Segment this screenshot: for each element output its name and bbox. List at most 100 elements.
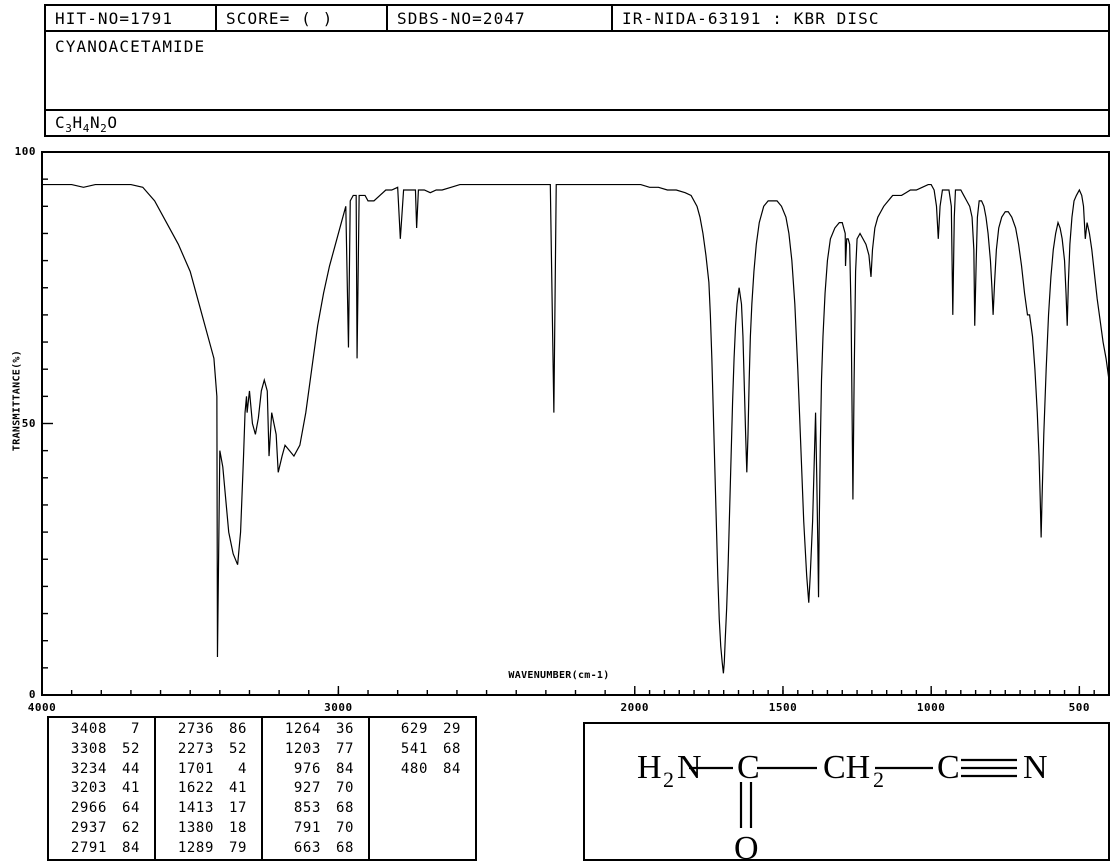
peak-row: 791 70 bbox=[263, 819, 368, 839]
atom-label-oxygen: O bbox=[734, 830, 759, 859]
peak-wavenumber: 480 bbox=[400, 760, 428, 777]
peak-row: 3408 7 bbox=[49, 720, 154, 740]
sdbs-number-cell: SDBS-NO=2047 bbox=[388, 6, 613, 30]
peak-row: 2937 62 bbox=[49, 819, 154, 839]
peak-intensity: 41 bbox=[121, 780, 140, 797]
ir-spectrum-chart: 100 50 0 4000 3000 2000 1500 1000 500 TRANSMI… bbox=[0, 140, 1118, 714]
peak-wavenumber: 2791 bbox=[70, 839, 107, 856]
xtick-label-500: 500 bbox=[1068, 701, 1091, 714]
axis-ticks bbox=[41, 151, 1110, 696]
peak-wavenumber: 1622 bbox=[177, 780, 214, 797]
peak-intensity: 52 bbox=[121, 740, 140, 757]
peak-intensity: 70 bbox=[335, 780, 354, 797]
peak-wavenumber: 1264 bbox=[284, 721, 321, 737]
compound-name: CYANOACETAMIDE bbox=[46, 32, 1108, 111]
peak-intensity: 68 bbox=[442, 740, 461, 757]
peak-wavenumber: 1413 bbox=[177, 800, 214, 817]
peak-intensity: 68 bbox=[335, 839, 354, 856]
peak-intensity: 84 bbox=[335, 760, 354, 777]
record-header: HIT-NO=1791 SCORE= ( ) SDBS-NO=2047 IR-N… bbox=[44, 4, 1110, 137]
peak-intensity: 86 bbox=[228, 721, 247, 737]
peak-row: 629 29 bbox=[370, 720, 475, 740]
peak-wavenumber: 791 bbox=[293, 819, 321, 836]
peak-wavenumber: 976 bbox=[293, 760, 321, 777]
atom-label-methylene-subscript: 2 bbox=[873, 767, 884, 792]
peak-row: 3203 41 bbox=[49, 779, 154, 799]
peak-wavenumber: 1701 bbox=[177, 760, 214, 777]
ytick-label-0: 0 bbox=[28, 688, 36, 701]
peak-intensity: 36 bbox=[335, 721, 354, 737]
peak-intensity: 18 bbox=[228, 819, 247, 836]
hit-number-cell: HIT-NO=1791 bbox=[46, 6, 217, 30]
peak-row: 3234 44 bbox=[49, 760, 154, 780]
atom-label-methylene: CH bbox=[823, 749, 870, 786]
peak-column-2: 2736 86 2273 52 1701 4 1622 41 1413 17 1380 18 1289 7… bbox=[156, 718, 263, 859]
peak-row: 2273 52 bbox=[156, 740, 261, 760]
peak-wavenumber: 1380 bbox=[177, 819, 214, 836]
header-id-row: HIT-NO=1791 SCORE= ( ) SDBS-NO=2047 IR-N… bbox=[46, 6, 1108, 32]
xtick-label-4000: 4000 bbox=[27, 701, 57, 714]
peak-intensity: 29 bbox=[442, 721, 461, 737]
peak-intensity: 4 bbox=[237, 760, 247, 777]
atom-label-amine-nitrogen: N bbox=[677, 749, 702, 786]
molecular-formula: C3H4N2O bbox=[46, 111, 1108, 137]
atom-label-amine: H bbox=[637, 749, 662, 786]
x-axis-label: WAVENUMBER(cm-1) bbox=[508, 670, 610, 681]
peak-wavenumber: 927 bbox=[293, 780, 321, 797]
peak-row: 541 68 bbox=[370, 740, 475, 760]
peak-row: 1380 18 bbox=[156, 819, 261, 839]
peak-intensity: 84 bbox=[121, 839, 140, 856]
peak-row: 976 84 bbox=[263, 760, 368, 780]
xtick-label-2000: 2000 bbox=[620, 701, 650, 714]
peak-wavenumber: 3308 bbox=[70, 740, 107, 757]
peak-intensity: 64 bbox=[121, 800, 140, 817]
xtick-label-1000: 1000 bbox=[916, 701, 946, 714]
spectrum-trace bbox=[42, 183, 1110, 674]
peak-intensity: 68 bbox=[335, 800, 354, 817]
peak-row: 1701 4 bbox=[156, 760, 261, 780]
peak-wavenumber: 853 bbox=[293, 800, 321, 817]
atom-label-nitrile-nitrogen: N bbox=[1023, 749, 1048, 786]
peak-intensity: 84 bbox=[442, 760, 461, 777]
ytick-label-50: 50 bbox=[21, 416, 36, 430]
peak-wavenumber: 3203 bbox=[70, 780, 107, 797]
peak-wavenumber: 629 bbox=[400, 721, 428, 737]
peak-intensity: 41 bbox=[228, 780, 247, 797]
peak-wavenumber: 541 bbox=[400, 740, 428, 757]
peak-row: 927 70 bbox=[263, 779, 368, 799]
peak-intensity: 77 bbox=[335, 740, 354, 757]
peak-wavenumber: 663 bbox=[293, 839, 321, 856]
peak-intensity: 52 bbox=[228, 740, 247, 757]
ytick-label-100: 100 bbox=[14, 145, 36, 158]
spectrum-plot bbox=[41, 151, 1110, 696]
peak-row: 663 68 bbox=[263, 839, 368, 859]
peak-wavenumber: 2966 bbox=[70, 800, 107, 817]
atom-label-carbonyl-carbon: C bbox=[737, 749, 760, 786]
peak-row: 1622 41 bbox=[156, 779, 261, 799]
peak-row: 1203 77 bbox=[263, 740, 368, 760]
peak-column-1: 3408 7 3308 52 3234 44 3203 41 2966 64 2937 62 2791 8… bbox=[49, 718, 156, 859]
peak-wavenumber: 3234 bbox=[70, 760, 107, 777]
atom-label-nitrile-carbon: C bbox=[937, 749, 960, 786]
peak-row: 2791 84 bbox=[49, 839, 154, 859]
peak-list-table: 3408 7 3308 52 3234 44 3203 41 2966 64 2937 62 2791 8… bbox=[47, 716, 477, 861]
peak-row: 1289 79 bbox=[156, 839, 261, 859]
peak-row: 3308 52 bbox=[49, 740, 154, 760]
atom-label-amine-subscript: 2 bbox=[663, 767, 674, 792]
peak-wavenumber: 2273 bbox=[177, 740, 214, 757]
peak-intensity: 44 bbox=[121, 760, 140, 777]
peak-intensity: 7 bbox=[130, 721, 140, 737]
peak-row: 1413 17 bbox=[156, 799, 261, 819]
xtick-label-1500: 1500 bbox=[768, 701, 798, 714]
peak-intensity: 79 bbox=[228, 839, 247, 856]
peak-wavenumber: 2736 bbox=[177, 721, 214, 737]
peak-row: 2736 86 bbox=[156, 720, 261, 740]
instrument-cell: IR-NIDA-63191 : KBR DISC bbox=[622, 8, 880, 28]
peak-row: 2966 64 bbox=[49, 799, 154, 819]
peak-row: 480 84 bbox=[370, 760, 475, 780]
peak-row: 853 68 bbox=[263, 799, 368, 819]
xtick-label-3000: 3000 bbox=[324, 701, 353, 714]
peak-wavenumber: 1289 bbox=[177, 839, 214, 856]
peak-intensity: 62 bbox=[121, 819, 140, 836]
y-axis-label: TRANSMITTANCE(%) bbox=[11, 349, 23, 452]
